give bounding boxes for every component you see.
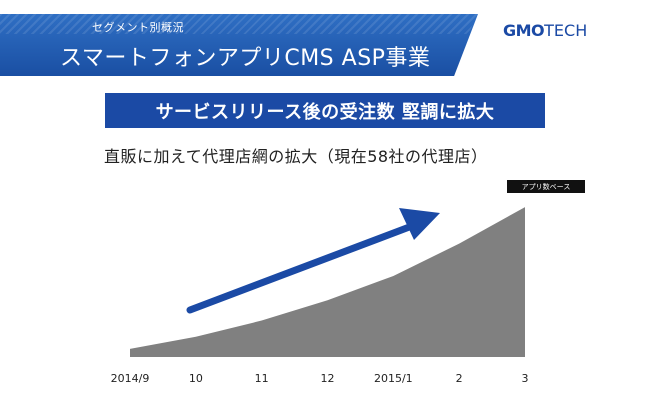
growth-arrow-head	[399, 208, 440, 240]
subtitle: 直販に加えて代理店網の拡大（現在58社の代理店）	[104, 147, 488, 166]
header-band	[0, 14, 478, 76]
x-tick-label: 2015/1	[373, 372, 413, 385]
gmo-tech-logo: GMO TECH	[503, 18, 587, 42]
x-tick-label: 3	[521, 372, 529, 385]
page-title: スマートフォンアプリCMS ASP事業	[60, 46, 431, 71]
x-tick-label: 11	[254, 372, 269, 385]
area-series	[130, 207, 525, 357]
x-tick-label: 2	[455, 372, 463, 385]
headline-banner: サービスリリース後の受注数 堅調に拡大	[105, 93, 545, 128]
breadcrumb: セグメント別概況	[92, 21, 184, 34]
x-tick-label: 12	[320, 372, 335, 385]
logo-tech-text: TECH	[544, 20, 588, 40]
badge-app-count-basis: アプリ数ベース	[507, 180, 585, 193]
x-tick-label: 2014/9	[110, 372, 150, 385]
x-tick-label: 10	[188, 372, 203, 385]
header-stripe	[0, 14, 478, 34]
logo-gmo-text: GMO	[503, 20, 545, 40]
growth-arrow-shaft	[186, 222, 416, 314]
